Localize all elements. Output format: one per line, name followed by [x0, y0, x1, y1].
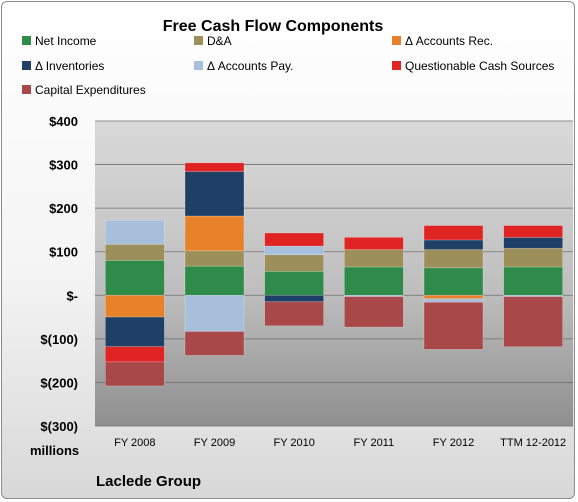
- bar-inventories-fy-2012: [423, 239, 484, 250]
- bar-accounts-pay-ttm-12-2012: [503, 294, 563, 297]
- bar-d-a-fy-2009: [184, 250, 245, 267]
- bars: [105, 162, 563, 387]
- legend-swatch-capital-expenditures: [22, 85, 31, 94]
- bar-inventories-fy-2009: [184, 171, 245, 217]
- legend-label-accounts-pay: Δ Accounts Pay.: [207, 59, 294, 73]
- y-tick-label: $(300): [40, 419, 78, 434]
- y-unit-label: millions: [30, 443, 79, 458]
- bar-d-a-ttm-12-2012: [503, 247, 563, 268]
- y-tick-label: $(200): [40, 375, 78, 390]
- bar-inventories-fy-2008: [105, 316, 165, 348]
- legend-label-questionable-cash-sources: Questionable Cash Sources: [405, 59, 554, 73]
- y-tick-label: $100: [49, 245, 78, 260]
- bar-d-a-fy-2012: [423, 249, 484, 269]
- bar-inventories-ttm-12-2012: [503, 237, 563, 249]
- bar-accounts-rec-fy-2008: [105, 294, 165, 318]
- bar-net-income-fy-2012: [423, 267, 484, 296]
- y-tick-label: $(100): [40, 332, 78, 347]
- bar-net-income-fy-2008: [105, 260, 165, 296]
- gridlines: [95, 120, 573, 427]
- x-tick-label: FY 2011: [354, 437, 395, 449]
- bar-questionable-cash-sources-fy-2012: [423, 225, 484, 241]
- bar-capital-expenditures-fy-2010: [264, 301, 324, 327]
- legend: Net Income D&A Δ Accounts Rec. Δ Inventorie…: [22, 34, 554, 97]
- x-axis: FY 2008 FY 2009 FY 2010 FY 2011 FY 2012 TTM 1…: [114, 437, 566, 449]
- legend-swatch-net-income: [22, 36, 31, 45]
- x-tick-label: TTM 12-2012: [500, 437, 566, 449]
- bar-capital-expenditures-fy-2008: [105, 361, 165, 387]
- legend-swatch-accounts-pay: [194, 61, 203, 70]
- y-tick-label: $200: [49, 201, 78, 216]
- bar-accounts-rec-fy-2012: [423, 294, 484, 300]
- legend-swatch-d-a: [194, 36, 203, 45]
- y-tick-label: $300: [49, 158, 78, 173]
- bar-net-income-fy-2009: [184, 265, 245, 296]
- legend-label-inventories: Δ Inventories: [35, 59, 104, 73]
- bar-capital-expenditures-fy-2012: [423, 301, 484, 350]
- bar-questionable-cash-sources-fy-2008: [105, 346, 165, 363]
- bar-net-income-ttm-12-2012: [503, 266, 563, 296]
- chart-title: Free Cash Flow Components: [163, 18, 384, 35]
- bar-d-a-fy-2008: [105, 244, 165, 261]
- x-tick-label: FY 2008: [114, 437, 155, 449]
- legend-swatch-inventories: [22, 61, 31, 70]
- bar-questionable-cash-sources-ttm-12-2012: [503, 225, 563, 238]
- bar-net-income-fy-2010: [264, 271, 324, 296]
- bar-capital-expenditures-ttm-12-2012: [503, 296, 563, 348]
- bar-accounts-pay-fy-2012: [423, 298, 484, 303]
- bar-accounts-pay-fy-2011: [344, 294, 404, 297]
- bar-net-income-fy-2011: [344, 266, 404, 296]
- bar-d-a-fy-2011: [344, 249, 404, 268]
- legend-swatch-questionable-cash-sources: [392, 61, 401, 70]
- bar-accounts-pay-fy-2009: [184, 294, 245, 332]
- bar-accounts-rec-fy-2009: [184, 215, 245, 252]
- bar-accounts-pay-fy-2008: [105, 220, 165, 245]
- legend-label-accounts-rec: Δ Accounts Rec.: [405, 34, 493, 48]
- bar-d-a-fy-2010: [264, 254, 324, 272]
- bar-capital-expenditures-fy-2011: [344, 296, 404, 328]
- bar-accounts-pay-fy-2010: [264, 245, 324, 256]
- plot-area: [95, 121, 573, 426]
- bar-questionable-cash-sources-fy-2010: [264, 232, 324, 247]
- legend-label-d-a: D&A: [207, 34, 232, 48]
- y-tick-label: $-: [66, 288, 78, 303]
- company-name: Laclede Group: [96, 473, 201, 490]
- legend-label-capital-expenditures: Capital Expenditures: [35, 83, 146, 97]
- y-tick-label: $400: [49, 114, 78, 129]
- legend-swatch-accounts-rec: [392, 36, 401, 45]
- bar-capital-expenditures-fy-2009: [184, 331, 245, 356]
- legend-label-net-income: Net Income: [35, 34, 97, 48]
- x-tick-label: FY 2009: [194, 437, 235, 449]
- x-tick-label: FY 2012: [433, 437, 474, 449]
- bar-inventories-fy-2010: [264, 294, 324, 303]
- y-axis: $400 $300 $200 $100 $- $(100) $(200) $(300): [40, 114, 78, 434]
- x-tick-label: FY 2010: [273, 437, 314, 449]
- bar-questionable-cash-sources-fy-2009: [184, 162, 245, 172]
- bar-questionable-cash-sources-fy-2011: [344, 237, 404, 250]
